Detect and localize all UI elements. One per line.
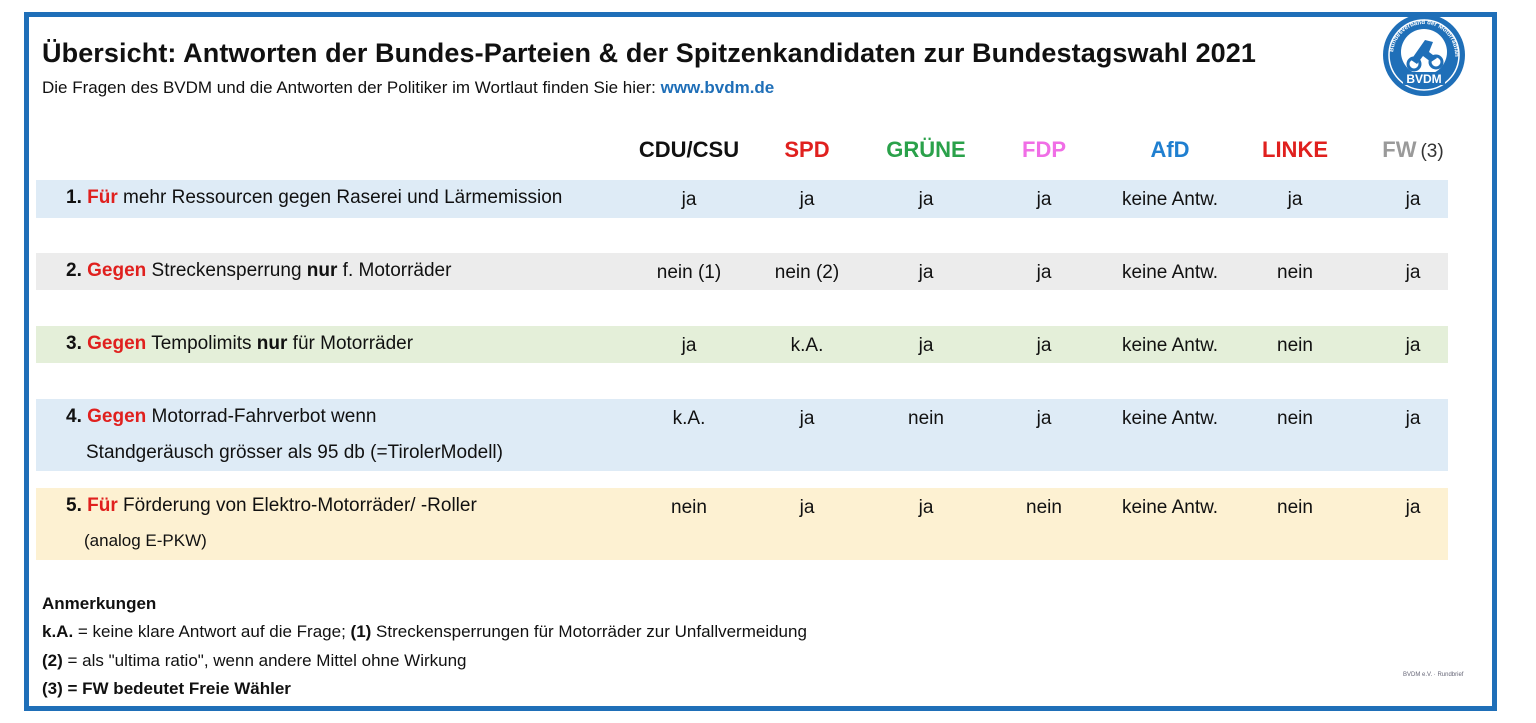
notes-heading: Anmerkungen <box>42 594 157 613</box>
answer-cell: nein <box>1277 408 1313 429</box>
subtitle: Die Fragen des BVDM und die Antworten de… <box>42 78 774 98</box>
answer-cell: ja <box>918 262 934 283</box>
party-name: LINKE <box>1262 137 1328 162</box>
answer-cell: nein <box>671 497 707 518</box>
party-header-afd: AfD <box>1110 137 1230 163</box>
party-name: FDP <box>1022 137 1066 162</box>
party-header-spd: SPD <box>747 137 867 163</box>
answer-cell: ja <box>1036 262 1052 283</box>
answer-cell: nein <box>1277 497 1313 518</box>
answer-cell: ja <box>1405 262 1421 283</box>
party-header-fw: FW (3) <box>1353 137 1473 163</box>
question-row-5 <box>36 488 1448 560</box>
answer-cell: ja <box>681 335 697 356</box>
answer-cell: ja <box>1036 189 1052 210</box>
answer-cell: ja <box>1405 189 1421 210</box>
party-name: SPD <box>784 137 830 162</box>
answer-cell: ja <box>918 335 934 356</box>
question-text: 5. Für Förderung von Elektro-Motorräder/… <box>66 495 477 516</box>
answer-cell: ja <box>799 408 815 429</box>
subtitle-text: Die Fragen des BVDM und die Antworten de… <box>42 78 661 97</box>
party-header-cdu-csu: CDU/CSU <box>629 137 749 163</box>
footer-credit: BVDM e.V. · Rundbrief <box>1403 672 1464 678</box>
party-header-linke: LINKE <box>1235 137 1355 163</box>
question-text-continued: (analog E-PKW) <box>84 531 207 550</box>
party-name: CDU/CSU <box>638 137 740 162</box>
party-header-fdp: FDP <box>984 137 1104 163</box>
answer-cell: nein (2) <box>774 262 840 283</box>
question-text: 2. Gegen Streckensperrung nur f. Motorrä… <box>66 260 452 281</box>
answer-cell: ja <box>1036 408 1052 429</box>
question-row-2 <box>36 253 1448 290</box>
answer-cell: ja <box>1405 408 1421 429</box>
note-ka: k.A. = keine klare Antwort auf die Frage… <box>42 622 807 641</box>
answer-cell: k.A. <box>672 408 706 429</box>
answer-cell: nein <box>908 408 944 429</box>
question-text-continued: Standgeräusch grösser als 95 db (=Tirole… <box>86 442 503 463</box>
answer-cell: keine Antw. <box>1121 335 1219 356</box>
logo-label: BVDM <box>1406 72 1441 86</box>
answer-cell: ja <box>1036 335 1052 356</box>
answer-cell: ja <box>681 189 697 210</box>
question-row-3 <box>36 326 1448 363</box>
question-text: 1. Für mehr Ressourcen gegen Raserei und… <box>66 187 563 208</box>
answer-cell: keine Antw. <box>1121 408 1219 429</box>
answer-cell: k.A. <box>790 335 824 356</box>
answer-cell: ja <box>799 497 815 518</box>
question-row-1 <box>36 180 1448 218</box>
bvdm-website-link[interactable]: www.bvdm.de <box>660 78 775 97</box>
party-name: GRÜNE <box>886 137 966 162</box>
answer-cell: nein <box>1277 335 1313 356</box>
note-3: (3) = FW bedeutet Freie Wähler <box>42 679 291 698</box>
party-name: AfD <box>1150 137 1190 162</box>
answer-cell: nein (1) <box>656 262 722 283</box>
party-footnote-marker: (3) <box>1420 141 1444 162</box>
answer-cell: keine Antw. <box>1121 497 1219 518</box>
answer-cell: ja <box>1405 335 1421 356</box>
question-row-4 <box>36 399 1448 471</box>
answer-cell: keine Antw. <box>1121 189 1219 210</box>
party-name: FW <box>1382 137 1417 162</box>
note-2: (2) = als "ultima ratio", wenn andere Mi… <box>42 651 467 670</box>
answer-cell: nein <box>1026 497 1062 518</box>
answer-cell: keine Antw. <box>1121 262 1219 283</box>
answer-cell: ja <box>918 189 934 210</box>
answer-cell: ja <box>1287 189 1303 210</box>
answer-cell: ja <box>799 189 815 210</box>
question-text: 3. Gegen Tempolimits nur für Motorräder <box>66 333 414 354</box>
bvdm-logo: Bundesverband der Motorradfahrer e.V. BV… <box>1381 12 1465 96</box>
answer-cell: nein <box>1277 262 1313 283</box>
question-text: 4. Gegen Motorrad-Fahrverbot wenn <box>66 406 377 427</box>
page-title: Übersicht: Antworten der Bundes-Parteien… <box>42 38 1257 68</box>
party-header-gr-ne: GRÜNE <box>866 137 986 163</box>
answer-cell: ja <box>918 497 934 518</box>
answer-cell: ja <box>1405 497 1421 518</box>
